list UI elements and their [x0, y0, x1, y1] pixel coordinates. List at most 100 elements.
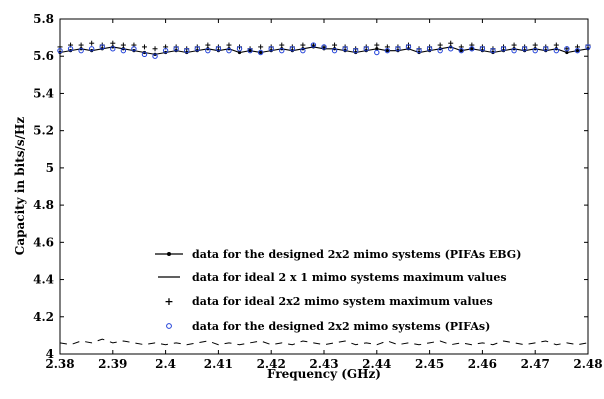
data-point: [511, 47, 517, 54]
data-point: [257, 49, 264, 56]
legend-item-pifas: data for the designed 2x2 mimo systems (…: [166, 320, 490, 333]
data-point: [89, 40, 95, 46]
y-tick-label: 5.4: [33, 86, 54, 100]
legend-item-ideal-2x1: data for ideal 2 x 1 mimo systems maximu…: [158, 271, 507, 284]
data-point: [448, 40, 454, 46]
y-tick-label: 4: [46, 347, 54, 361]
data-point: [437, 47, 443, 54]
data-point: [141, 44, 147, 50]
data-point: [375, 47, 379, 51]
legend-item-pifas-ebg: data for the designed 2x2 mimo systems (…: [155, 248, 521, 261]
data-point: [395, 46, 401, 52]
y-tick-label: 4.6: [33, 235, 54, 249]
data-point: [426, 46, 433, 52]
data-point: [363, 46, 369, 52]
data-point: [152, 53, 158, 59]
data-point: [543, 46, 549, 52]
data-point: [331, 47, 338, 54]
legend-label-ideal-2x2: data for ideal 2x2 mimo system maximum v…: [192, 295, 493, 308]
y-tick-label: 5.2: [33, 124, 54, 138]
x-tick-label: 2.4: [155, 357, 176, 371]
data-point: [162, 47, 169, 54]
data-point: [448, 46, 454, 52]
legend-item-ideal-2x2: + data for ideal 2x2 mimo system maximum…: [164, 295, 492, 308]
data-point: [57, 47, 63, 54]
data-point: [574, 47, 581, 54]
series-layer: [57, 40, 591, 346]
svg-text:+: +: [164, 295, 173, 308]
x-tick-label: 2.41: [204, 357, 233, 371]
y-axis-ticks: 4 4.2 4.4 4.6 4.8 5 5.2 5.4 5.6 5.8: [33, 12, 588, 361]
data-point: [585, 44, 591, 50]
data-point: [374, 42, 380, 48]
data-point: [532, 47, 538, 54]
data-point: [205, 47, 211, 54]
data-point: [120, 47, 127, 54]
x-tick-label: 2.44: [362, 357, 391, 371]
x-tick-label: 2.47: [521, 357, 550, 371]
series-3: [57, 42, 591, 59]
data-point: [279, 42, 285, 48]
data-point: [575, 49, 580, 53]
data-point: [310, 42, 316, 48]
data-point: [215, 46, 222, 52]
data-point: [564, 46, 570, 52]
data-point: [141, 51, 148, 58]
data-point: [553, 47, 560, 54]
data-point: [131, 46, 137, 52]
y-tick-label: 5.8: [33, 12, 54, 26]
data-point: [500, 46, 507, 52]
y-tick-label: 4.2: [33, 310, 54, 324]
data-point: [110, 40, 116, 46]
data-point: [437, 42, 443, 48]
y-tick-label: 5.6: [33, 49, 54, 63]
data-point: [553, 42, 559, 48]
data-point: [88, 46, 95, 52]
data-point: [321, 44, 327, 50]
data-point: [479, 46, 486, 52]
data-point: [490, 47, 496, 54]
data-point: [352, 47, 359, 54]
data-point: [184, 47, 190, 54]
data-point: [374, 49, 380, 56]
x-tick-label: 2.42: [257, 357, 286, 371]
data-point: [521, 46, 528, 52]
legend-label-pifas: data for the designed 2x2 mimo systems (…: [192, 320, 490, 333]
y-tick-label: 4.8: [33, 198, 54, 212]
y-axis-title: Capacity in bits/s/Hz: [13, 117, 27, 256]
x-axis-ticks: 2.38 2.39 2.4 2.41 2.42 2.43 2.44 2.45 2.46 2.47 2…: [45, 19, 603, 371]
data-point: [259, 50, 263, 55]
data-point: [78, 42, 84, 48]
x-tick-label: 2.43: [309, 357, 338, 371]
data-point: [300, 47, 306, 54]
data-point: [416, 47, 422, 54]
data-point: [564, 46, 570, 52]
data-point: [99, 44, 105, 50]
data-point: [205, 42, 211, 48]
data-point: [459, 49, 463, 53]
data-point: [78, 47, 84, 54]
data-point: [226, 47, 232, 54]
x-tick-label: 2.38: [45, 357, 74, 371]
x-tick-label: 2.45: [415, 357, 444, 371]
plot-area: [59, 18, 589, 355]
data-point: [152, 46, 158, 52]
data-point: [110, 46, 116, 52]
legend-label-pifas-ebg: data for the designed 2x2 mimo systems (…: [192, 248, 521, 261]
data-point: [247, 47, 253, 54]
data-point: [532, 42, 538, 48]
data-point: [310, 42, 317, 48]
data-point: [279, 47, 285, 54]
legend-label-ideal-2x1: data for ideal 2 x 1 mimo systems maximu…: [192, 271, 507, 284]
data-point: [469, 46, 475, 52]
data-point: [236, 46, 243, 52]
data-point: [384, 47, 391, 54]
data-point: [458, 47, 464, 54]
x-tick-label: 2.48: [573, 357, 602, 371]
data-point: [226, 42, 232, 48]
data-point: [194, 46, 200, 52]
data-point: [289, 46, 296, 52]
data-point: [565, 50, 569, 55]
data-point: [385, 49, 389, 53]
